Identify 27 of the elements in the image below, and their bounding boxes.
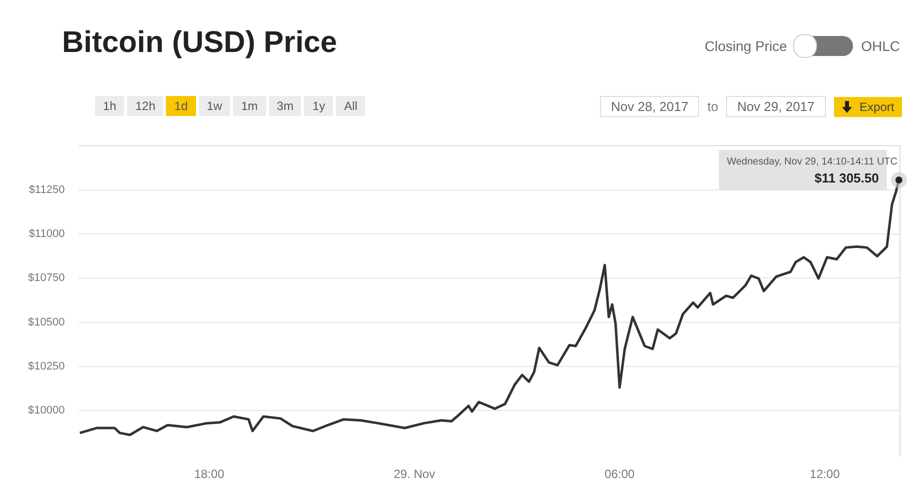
text: 1m xyxy=(233,96,266,116)
text: Nov 29, 2017 xyxy=(726,96,826,117)
y-tick-label: $11000 xyxy=(28,228,65,240)
text: 1h xyxy=(95,96,124,116)
text: Nov 28, 2017 xyxy=(600,96,700,117)
text: 3m xyxy=(268,96,302,116)
text: 1w xyxy=(198,96,230,116)
text: Export xyxy=(834,96,902,116)
text: 1y xyxy=(304,96,334,116)
text: Closing Price xyxy=(704,38,788,54)
text: OHLC xyxy=(861,38,900,54)
text: All xyxy=(336,96,366,116)
y-tick-label: $10000 xyxy=(28,404,65,417)
x-tick-label: 12:00 xyxy=(810,467,840,482)
y-tick-label: $10500 xyxy=(28,316,65,328)
x-tick-label: 18:00 xyxy=(194,467,225,482)
text: 1d xyxy=(166,96,196,116)
y-tick-label: $11250 xyxy=(28,184,65,196)
x-tick-label: 06:00 xyxy=(604,467,635,482)
text: 12h xyxy=(127,96,164,116)
y-tick-label: $10250 xyxy=(28,360,65,373)
annotation: $11 305.50 xyxy=(814,170,879,186)
chart-title: Bitcoin (USD) Price xyxy=(62,26,338,60)
annotation: Wednesday, Nov 29, 14:10-14:11 UTC xyxy=(726,156,898,168)
y-tick-label: $10750 xyxy=(28,272,65,284)
x-tick-label: 29. Nov xyxy=(394,467,436,482)
text: to xyxy=(707,99,718,114)
